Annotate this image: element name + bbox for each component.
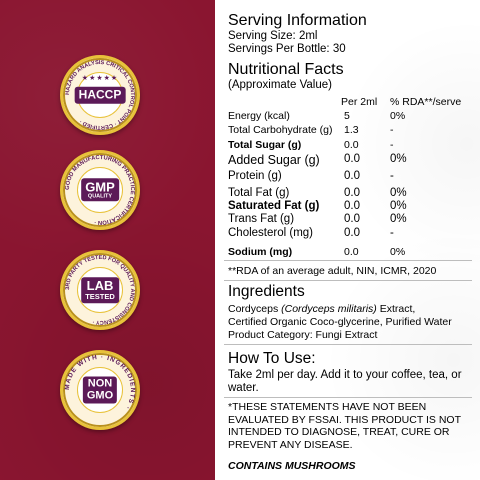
row-per: 0.0 bbox=[344, 200, 360, 212]
row-per: 0.0 bbox=[344, 187, 360, 199]
ingredient-line: Certified Organic Coco-glycerine, Purifi… bbox=[228, 316, 452, 328]
allergen-warning: CONTAINS MUSHROOMS bbox=[228, 460, 356, 472]
row-label: Trans Fat (g) bbox=[228, 213, 295, 225]
row-rda: - bbox=[390, 227, 394, 239]
divider bbox=[224, 397, 472, 398]
col-rda-header: % RDA**/serve bbox=[390, 96, 462, 108]
row-label: Cholesterol (mg) bbox=[228, 227, 313, 239]
serving-size: Serving Size: 2ml bbox=[228, 30, 318, 42]
nutrition-subtitle: (Approximate Value) bbox=[228, 79, 332, 91]
row-rda: 0% bbox=[390, 110, 406, 122]
row-per: 0.0 bbox=[344, 139, 359, 151]
row-per: 0.0 bbox=[344, 170, 360, 182]
ingredient-suffix: Extract, bbox=[376, 303, 416, 315]
row-label: Total Sugar (g) bbox=[228, 139, 302, 151]
rda-footnote: **RDA of an average adult, NIN, ICMR, 20… bbox=[228, 265, 437, 277]
stars-icon: ★★★★★ bbox=[81, 75, 119, 82]
table-row: Trans Fat (g) 0.0 0% bbox=[228, 213, 472, 227]
row-label: Energy (kcal) bbox=[228, 110, 290, 122]
product-category: Product Category: Fungi Extract bbox=[228, 329, 378, 341]
non-gmo-badge: MADE WITH · INGREDIENTS · NON GMO bbox=[60, 350, 140, 430]
row-label: Added Sugar (g) bbox=[228, 153, 320, 167]
table-row: Protein (g) 0.0 - bbox=[228, 170, 472, 184]
table-row: Total Carbohydrate (g) 1.3 - bbox=[228, 124, 472, 138]
haccp-label: HACCP bbox=[74, 86, 126, 104]
gmp-main: GMP bbox=[85, 179, 115, 195]
row-per: 0.0 bbox=[344, 213, 360, 225]
table-row: Energy (kcal) 5 0% bbox=[228, 110, 472, 124]
lab-sub: TESTED bbox=[85, 291, 115, 301]
lab-tested-badge: 3RD PARTY TESTED FOR QUALITY AND CONSIST… bbox=[60, 250, 140, 330]
row-label: Protein (g) bbox=[228, 170, 282, 182]
gmp-sub: QUALITY bbox=[87, 192, 113, 199]
row-rda: 0% bbox=[390, 153, 407, 165]
row-rda: 0% bbox=[390, 200, 407, 212]
gmo-label: NON GMO bbox=[82, 376, 118, 404]
info-panel bbox=[215, 0, 480, 480]
disclaimer-text: *THESE STATEMENTS HAVE NOT BEEN EVALUATE… bbox=[228, 401, 461, 451]
ingredient-latin: (Cordyceps militaris) bbox=[281, 303, 377, 315]
table-row: Total Fat (g) 0.0 0% bbox=[228, 187, 472, 201]
ingredient-name: Cordyceps bbox=[228, 303, 282, 315]
lab-main: LAB bbox=[86, 278, 114, 294]
lab-label: LAB TESTED bbox=[81, 277, 119, 303]
table-row: Cholesterol (mg) 0.0 - bbox=[228, 227, 472, 241]
ingredient-line: Cordyceps (Cordyceps militaris) Extract, bbox=[228, 303, 415, 315]
row-rda: - bbox=[390, 124, 394, 136]
row-per: 5 bbox=[344, 110, 350, 122]
row-rda: 0% bbox=[390, 187, 407, 199]
row-rda: 0% bbox=[390, 246, 406, 258]
serving-title: Serving Information bbox=[228, 12, 367, 29]
table-row: Sodium (mg) 0.0 0% bbox=[228, 246, 472, 260]
col-per-header: Per 2ml bbox=[341, 96, 378, 108]
row-label: Total Fat (g) bbox=[228, 187, 290, 199]
row-per: 0.0 bbox=[344, 246, 359, 258]
row-label: Sodium (mg) bbox=[228, 246, 293, 258]
row-label: Saturated Fat (g) bbox=[228, 200, 320, 212]
row-per: 0.0 bbox=[344, 153, 360, 165]
gmo-sub: GMO bbox=[86, 389, 114, 401]
gmo-main: NON bbox=[87, 377, 113, 390]
divider bbox=[224, 344, 472, 345]
row-rda: - bbox=[390, 170, 394, 182]
table-row: Total Sugar (g) 0.0 - bbox=[228, 139, 472, 153]
haccp-badge: HAZARD ANALYSIS CRITICAL CONTROL POINT ·… bbox=[60, 55, 140, 135]
how-to-use-text: Take 2ml per day. Add it to your coffee,… bbox=[228, 369, 462, 394]
table-row: Saturated Fat (g) 0.0 0% bbox=[228, 200, 472, 214]
nutrition-title: Nutritional Facts bbox=[228, 61, 344, 78]
row-per: 0.0 bbox=[344, 227, 360, 239]
divider bbox=[224, 280, 472, 281]
ingredients-title: Ingredients bbox=[228, 283, 305, 300]
divider bbox=[224, 260, 472, 261]
how-to-use-title: How To Use: bbox=[228, 350, 316, 367]
gmp-label: GMP QUALITY bbox=[81, 178, 119, 202]
row-rda: - bbox=[390, 139, 394, 151]
row-rda: 0% bbox=[390, 213, 407, 225]
table-row: Added Sugar (g) 0.0 0% bbox=[228, 153, 472, 167]
gmp-badge: GOOD MANUFACTURING PRACTICE CERTIFICATIO… bbox=[60, 150, 140, 230]
row-per: 1.3 bbox=[344, 124, 359, 136]
badge-panel: HAZARD ANALYSIS CRITICAL CONTROL POINT ·… bbox=[0, 0, 215, 480]
row-label: Total Carbohydrate (g) bbox=[228, 124, 333, 136]
servings-per-bottle: Servings Per Bottle: 30 bbox=[228, 43, 346, 55]
